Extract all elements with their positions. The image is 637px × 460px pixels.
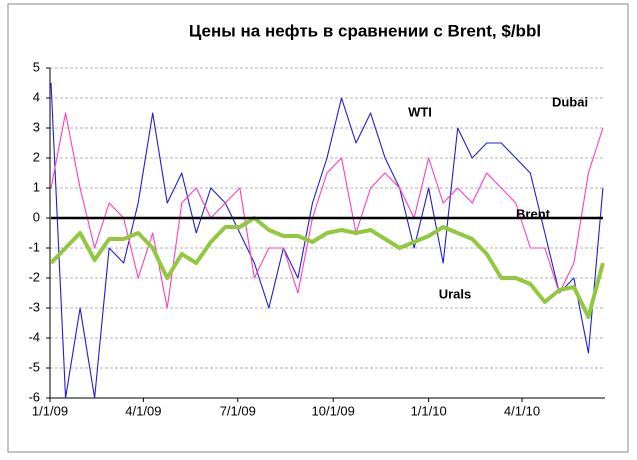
legend-label: Dubai (552, 94, 588, 109)
series-line (50, 82, 604, 399)
y-tick-label: -3 (28, 299, 40, 314)
legend-label: WTI (408, 104, 432, 119)
x-tick-label: 1/1/09 (32, 403, 68, 418)
y-tick-label: 1 (33, 179, 40, 194)
y-tick-label: -2 (28, 269, 40, 284)
y-tick-label: -5 (28, 359, 40, 374)
y-tick-label: 3 (33, 119, 40, 134)
y-tick-label: -6 (28, 389, 40, 404)
y-tick-label: 4 (33, 89, 40, 104)
x-tick-label: 7/1/09 (220, 403, 256, 418)
x-tick-label: 1/1/10 (411, 403, 447, 418)
series-line (49, 216, 605, 319)
chart-frame (7, 3, 629, 453)
legend-label: Urals (439, 286, 472, 301)
x-tick-label: 4/1/10 (504, 403, 540, 418)
y-tick-label: -1 (28, 239, 40, 254)
series-line (50, 112, 604, 309)
legend-label: Brent (516, 206, 551, 221)
y-tick-label: 2 (33, 149, 40, 164)
y-tick-label: 0 (33, 209, 40, 224)
x-tick-label: 10/1/09 (312, 403, 355, 418)
y-tick-label: 5 (33, 59, 40, 74)
y-tick-label: -4 (28, 329, 40, 344)
x-tick-label: 4/1/09 (125, 403, 161, 418)
chart-title: Цены на нефть в сравнении с Brent, $/bbl (189, 21, 541, 40)
